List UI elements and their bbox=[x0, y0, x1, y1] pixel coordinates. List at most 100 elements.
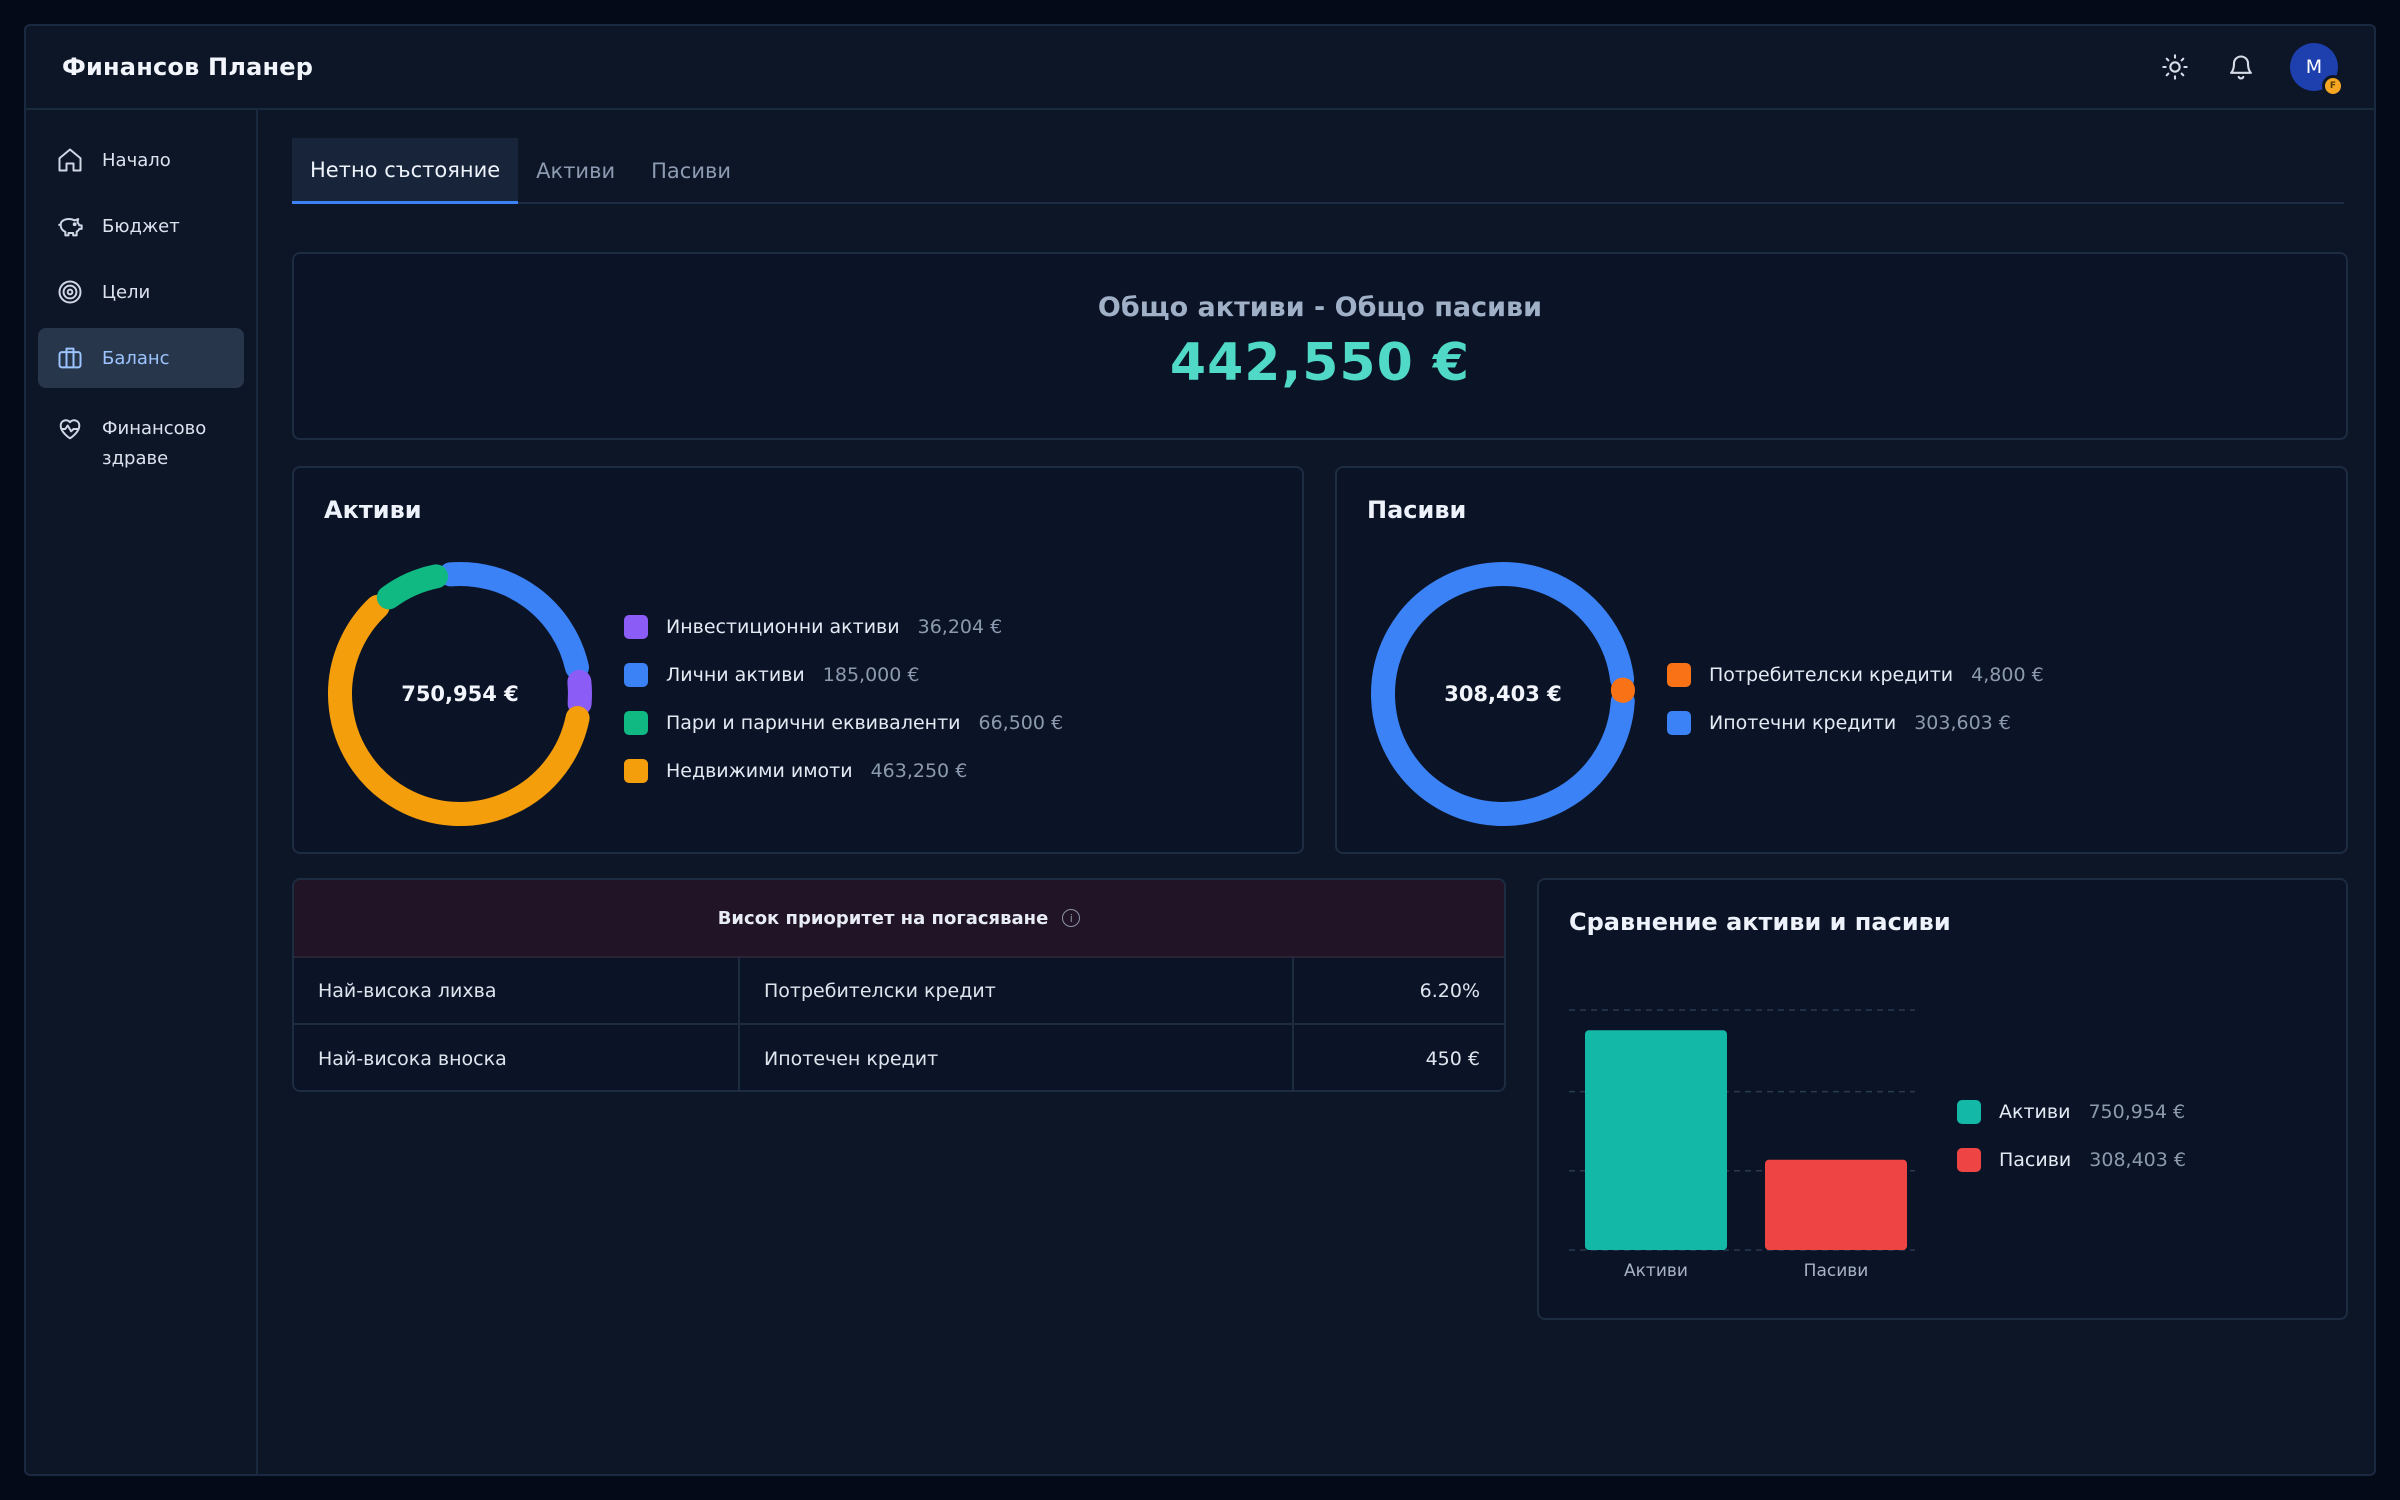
table-cell-label: Най-висока лихва bbox=[294, 958, 740, 1023]
table-row: Най-висока лихва Потребителски кредит 6.… bbox=[294, 958, 1504, 1025]
legend-value: 308,403 € bbox=[2089, 1149, 2186, 1171]
tab-liabilities[interactable]: Пасиви bbox=[651, 159, 731, 183]
sidebar: Начало Бюджет Цели Баланс Финансово здра… bbox=[26, 110, 258, 1474]
top-bar: Финансов Планер M F bbox=[26, 26, 2374, 110]
legend-swatch bbox=[624, 663, 648, 687]
legend-label: Инвестиционни активи bbox=[666, 616, 900, 638]
bar-liabilities[interactable] bbox=[1765, 1159, 1907, 1250]
table-cell-label: Най-висока вноска bbox=[294, 1025, 740, 1090]
legend-label: Лични активи bbox=[666, 664, 805, 686]
legend-label: Пасиви bbox=[1999, 1149, 2072, 1171]
home-icon bbox=[58, 148, 82, 172]
legend-value: 36,204 € bbox=[917, 616, 1003, 638]
comparison-title: Сравнение активи и пасиви bbox=[1569, 908, 1951, 936]
assets-total: 750,954 € bbox=[401, 682, 519, 706]
table-row: Най-висока вноска Ипотечен кредит 450 € bbox=[294, 1025, 1504, 1090]
legend-swatch bbox=[1957, 1148, 1981, 1172]
table-cell-value: 6.20% bbox=[1419, 979, 1480, 1002]
assets-donut-segment[interactable] bbox=[438, 562, 590, 680]
comparison-card: Сравнение активи и пасиви Активи Пасиви А… bbox=[1537, 878, 2348, 1320]
comparison-legend: Активи 750,954 € Пасиви 308,403 € bbox=[1957, 1088, 2186, 1184]
sidebar-item-financial-health[interactable]: Финансово здраве bbox=[38, 394, 244, 482]
notifications-button[interactable] bbox=[2224, 50, 2258, 84]
heart-pulse-icon bbox=[59, 419, 81, 440]
bell-icon bbox=[2230, 55, 2252, 80]
piggy-bank-icon bbox=[58, 218, 83, 237]
assets-donut-segment[interactable] bbox=[376, 564, 449, 610]
net-worth-value: 442,550 € bbox=[1169, 333, 1471, 393]
priority-header: Висок приоритет на погасяване i bbox=[294, 880, 1504, 958]
legend-label: Ипотечни кредити bbox=[1709, 712, 1897, 734]
info-icon[interactable]: i bbox=[1062, 909, 1081, 927]
liabilities-donut-chart bbox=[1371, 562, 1635, 826]
legend-item: Пасиви 308,403 € bbox=[1957, 1136, 2186, 1184]
liabilities-legend: Потребителски кредити 4,800 € Ипотечни к… bbox=[1667, 651, 2044, 747]
sidebar-item-balance[interactable]: Баланс bbox=[38, 328, 244, 388]
legend-label: Активи bbox=[1999, 1101, 2071, 1123]
legend-swatch bbox=[1667, 663, 1691, 687]
assets-card: Активи 750,954 € Инвестиционни активи 36… bbox=[292, 466, 1304, 854]
sun-icon bbox=[2162, 54, 2188, 80]
sidebar-item-goals[interactable]: Цели bbox=[38, 262, 244, 322]
assets-donut-segment[interactable] bbox=[567, 669, 592, 716]
priority-title: Висок приоритет на погасяване bbox=[717, 907, 1049, 929]
avatar-initial: M bbox=[2305, 56, 2323, 78]
legend-swatch bbox=[1957, 1100, 1981, 1124]
legend-value: 303,603 € bbox=[1914, 712, 2011, 734]
legend-swatch bbox=[624, 759, 648, 783]
legend-label: Потребителски кредити bbox=[1709, 664, 1954, 686]
briefcase-icon bbox=[58, 347, 82, 369]
sidebar-item-label: Финансово здраве bbox=[102, 418, 207, 469]
table-cell-item: Потребителски кредит bbox=[740, 958, 1294, 1023]
liabilities-card: Пасиви 308,403 € Потребителски кредити 4… bbox=[1335, 466, 2348, 854]
x-tick-label: Активи bbox=[1624, 1261, 1688, 1281]
legend-item: Пари и парични еквиваленти 66,500 € bbox=[624, 699, 1063, 747]
legend-swatch bbox=[624, 711, 648, 735]
legend-value: 4,800 € bbox=[1971, 664, 2044, 686]
legend-item: Активи 750,954 € bbox=[1957, 1088, 2186, 1136]
sidebar-item-label: Цели bbox=[102, 281, 151, 303]
main-content: Нетно състояние Активи Пасиви Общо актив… bbox=[292, 110, 2348, 1474]
bar-assets[interactable] bbox=[1585, 1030, 1727, 1250]
app-window: Финансов Планер M F Начало bbox=[24, 24, 2376, 1476]
legend-item: Инвестиционни активи 36,204 € bbox=[624, 603, 1063, 651]
theme-toggle-button[interactable] bbox=[2158, 50, 2192, 84]
assets-legend: Инвестиционни активи 36,204 € Лични акти… bbox=[624, 603, 1063, 795]
table-cell-value: 450 € bbox=[1425, 1047, 1480, 1070]
legend-item: Ипотечни кредити 303,603 € bbox=[1667, 699, 2044, 747]
legend-value: 185,000 € bbox=[822, 664, 920, 686]
legend-value: 463,250 € bbox=[870, 760, 968, 782]
legend-item: Потребителски кредити 4,800 € bbox=[1667, 651, 2044, 699]
net-worth-summary-card: Общо активи - Общо пасиви 442,550 € bbox=[292, 252, 2348, 440]
repayment-priority-card: Висок приоритет на погасяване i Най-висо… bbox=[292, 878, 1506, 1092]
tab-assets[interactable]: Активи bbox=[536, 159, 616, 183]
legend-swatch bbox=[1667, 711, 1691, 735]
sidebar-item-home[interactable]: Начало bbox=[38, 130, 244, 190]
legend-value: 750,954 € bbox=[2088, 1101, 2186, 1123]
comparison-bar-chart: Активи Пасиви bbox=[1569, 1009, 1915, 1281]
legend-item: Лични активи 185,000 € bbox=[624, 651, 1063, 699]
assets-title: Активи bbox=[324, 496, 422, 524]
sidebar-item-label: Начало bbox=[102, 149, 171, 171]
assets-donut-chart bbox=[328, 562, 592, 826]
table-cell-item: Ипотечен кредит bbox=[740, 1025, 1294, 1090]
user-avatar[interactable]: M F bbox=[2290, 43, 2344, 97]
liabilities-donut-segment[interactable] bbox=[1371, 562, 1635, 826]
x-tick-label: Пасиви bbox=[1804, 1261, 1869, 1281]
tab-bar: Нетно състояние Активи Пасиви bbox=[292, 138, 2344, 204]
legend-label: Пари и парични еквиваленти bbox=[666, 712, 961, 734]
avatar-badge: F bbox=[2322, 75, 2344, 97]
liabilities-title: Пасиви bbox=[1367, 496, 1467, 524]
tab-net-worth[interactable]: Нетно състояние bbox=[292, 138, 519, 204]
legend-label: Недвижими имоти bbox=[666, 760, 853, 782]
sidebar-item-label: Бюджет bbox=[102, 215, 180, 237]
legend-value: 66,500 € bbox=[978, 712, 1064, 734]
legend-item: Недвижими имоти 463,250 € bbox=[624, 747, 1063, 795]
sidebar-item-budget[interactable]: Бюджет bbox=[38, 196, 244, 256]
sidebar-item-label: Баланс bbox=[102, 347, 170, 369]
target-icon bbox=[58, 280, 82, 304]
assets-donut-segment[interactable] bbox=[328, 594, 590, 826]
liabilities-total: 308,403 € bbox=[1444, 682, 1562, 706]
legend-swatch bbox=[624, 615, 648, 639]
net-worth-label: Общо активи - Общо пасиви bbox=[1097, 292, 1543, 323]
